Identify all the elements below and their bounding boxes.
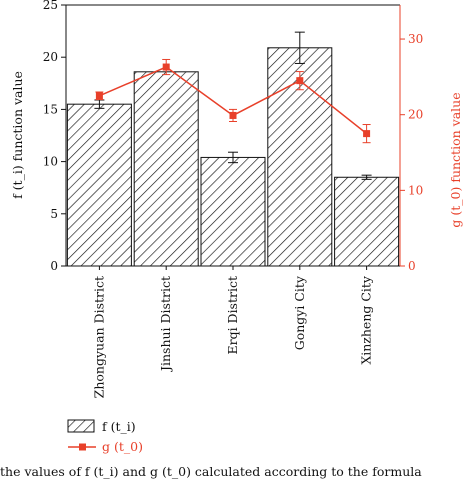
- category-label-4: Xinzheng City: [359, 275, 374, 365]
- left-tick-label-1: 5: [50, 207, 58, 221]
- right-axis-title: g (t_0) function value: [448, 92, 463, 227]
- right-tick-label-3: 30: [408, 32, 423, 46]
- left-axis-title: f (t_i) function value: [10, 71, 25, 199]
- caption-fragment: the values of f (t_i) and g (t_0) calcul…: [0, 464, 422, 479]
- legend: f (t_i) g (t_0): [67, 419, 143, 454]
- bar-4: [334, 176, 400, 267]
- category-label-0: Zhongyuan District: [91, 276, 106, 398]
- bar-2: [200, 156, 266, 267]
- bar-0: [66, 103, 132, 267]
- left-tick-label-2: 10: [43, 155, 58, 169]
- category-labels: Zhongyuan District Jinshui District Erqi D…: [91, 266, 374, 398]
- line-series: [95, 58, 371, 144]
- bar-1: [133, 71, 199, 267]
- category-label-1: Jinshui District: [158, 276, 173, 373]
- line-point-1: [162, 63, 170, 71]
- legend-label-line: g (t_0): [102, 439, 143, 454]
- category-label-3: Gongyi City: [292, 275, 307, 350]
- left-axis-ticks: 0 5 10 15 20 25: [43, 0, 66, 273]
- line-point-0: [95, 92, 103, 100]
- category-label-2: Erqi District: [225, 276, 240, 355]
- left-tick-label-0: 0: [50, 259, 58, 273]
- left-tick-label-4: 20: [43, 50, 58, 64]
- line-point-3: [296, 77, 304, 85]
- left-tick-label-5: 25: [43, 0, 58, 12]
- line-point-2: [229, 111, 237, 119]
- line-point-4: [363, 130, 371, 138]
- legend-label-bar: f (t_i): [102, 419, 136, 434]
- left-tick-label-3: 15: [43, 102, 58, 116]
- right-tick-label-0: 0: [408, 259, 416, 273]
- right-axis-ticks: 0 10 20 30: [400, 32, 423, 273]
- legend-swatch-bar: [67, 419, 95, 433]
- legend-swatch-marker: [79, 443, 86, 451]
- right-tick-label-2: 20: [408, 108, 423, 122]
- right-tick-label-1: 10: [408, 183, 423, 197]
